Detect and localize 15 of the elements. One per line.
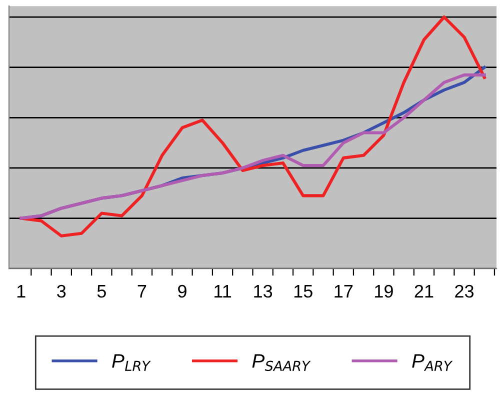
x-tick-label: 19 bbox=[375, 284, 393, 298]
x-tick-label: 13 bbox=[254, 284, 272, 298]
x-tick-label: 3 bbox=[57, 284, 66, 298]
x-tick-label: 9 bbox=[178, 284, 186, 298]
x-tick-label: 23 bbox=[455, 284, 474, 298]
x-tick-label: 15 bbox=[294, 285, 312, 298]
x-tick-label: 21 bbox=[414, 284, 434, 298]
legend-label: P$_{LRY}$ bbox=[112, 354, 151, 371]
x-tick-label: 5 bbox=[97, 285, 106, 298]
x-tick-label: 7 bbox=[138, 285, 146, 298]
x-tick-label: 1 bbox=[17, 285, 26, 298]
x-tick-label: 11 bbox=[214, 285, 232, 298]
legend-label: P$_{ARY}$ bbox=[412, 354, 453, 371]
legend-label: P$_{SAARY}$ bbox=[252, 354, 311, 372]
x-tick-label: 17 bbox=[334, 285, 353, 298]
